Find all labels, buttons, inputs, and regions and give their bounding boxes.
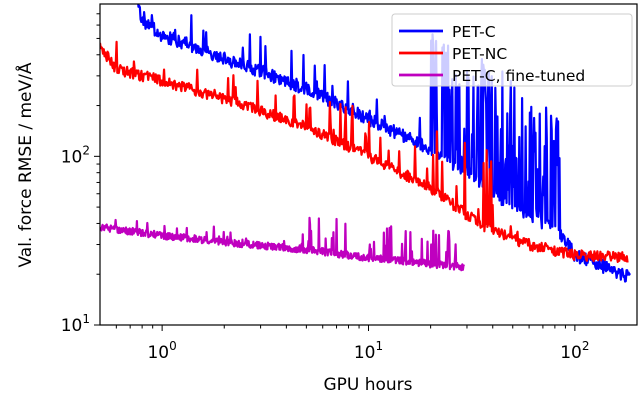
x-tick-label: 100: [147, 339, 176, 363]
x-tick-label: 101: [354, 339, 383, 363]
legend-box: [391, 13, 633, 87]
x-tick-label: 102: [560, 339, 589, 363]
series-line-2: [100, 216, 465, 272]
legend-label: PET-C, fine-tuned: [452, 67, 585, 85]
series-layer: [100, 4, 631, 283]
axis-ticks: 100 101 102 101 102: [61, 13, 590, 363]
series-line-1: [100, 40, 629, 264]
legend-label: PET-C: [452, 23, 496, 41]
legend-label: PET-NC: [452, 45, 507, 63]
y-tick-label: 101: [61, 312, 90, 336]
y-axis-label: Val. force RMSE / meV/Å: [14, 62, 36, 267]
series-line-0: [137, 4, 631, 283]
y-tick-label: 102: [61, 143, 90, 167]
legend: PET-C PET-NC PET-C, fine-tuned: [391, 13, 633, 87]
x-axis-label: GPU hours: [323, 375, 412, 395]
